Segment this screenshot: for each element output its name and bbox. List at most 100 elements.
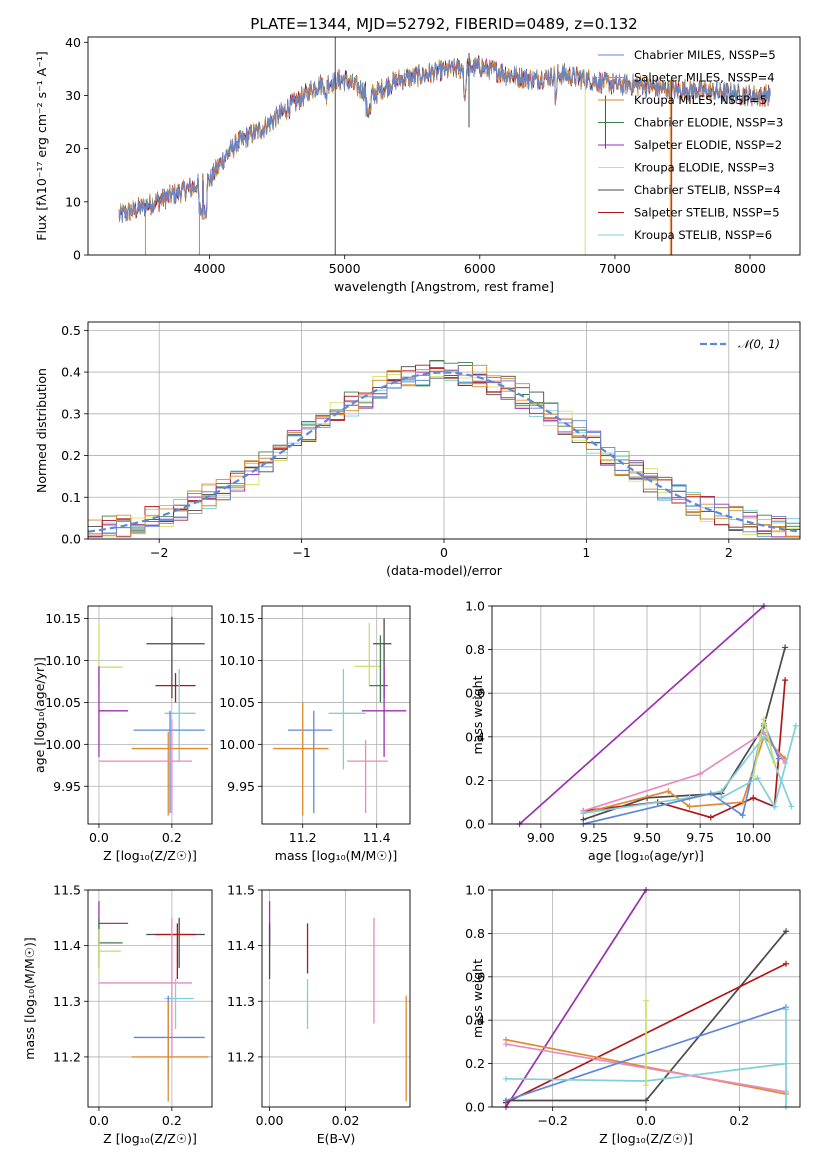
legend-entry: Salpeter STELIB, NSSP=5 (634, 206, 780, 220)
x-tick-label: 0.2 (162, 1113, 182, 1128)
x-tick-label: 0.0 (89, 1113, 109, 1128)
x-tick-label: 11.2 (289, 830, 317, 845)
y-tick-label: 0.6 (465, 969, 485, 984)
mass-vs-z-panel: 0.0 0.2 11.2 11.3 11.4 11.5 Z [log₁₀(Z/Z☉)] mas… (22, 883, 213, 1146)
y-tick-label: 10.10 (45, 653, 81, 668)
figure-title: PLATE=1344, MJD=52792, FIBERID=0489, z=0… (250, 15, 637, 33)
mass-weight-marker (718, 794, 725, 801)
axes-frame (491, 605, 801, 825)
mass-weight-marker (771, 759, 778, 766)
x-axis-label: E(B-V) (317, 1131, 356, 1146)
mass-weight-marker (707, 814, 714, 821)
mass-weight-marker (643, 1082, 649, 1089)
mass-weight-line (583, 735, 786, 814)
y-tick-label: 0.2 (465, 1056, 485, 1071)
y-tick-label: 0.5 (61, 323, 81, 338)
y-tick-label: 0.8 (465, 926, 485, 941)
x-tick-label: 0.2 (729, 1113, 749, 1128)
x-axis-label: (data-model)/error (386, 563, 503, 578)
y-tick-label: 10.05 (45, 695, 81, 710)
mass-vs-ebv-panel: 0.00 0.02 11.2 11.3 11.4 11.5 E(B-V) (227, 883, 411, 1146)
x-tick-label: 11.4 (363, 830, 391, 845)
y-tick-label: 40 (65, 35, 81, 50)
mass-weight-line (583, 647, 786, 821)
legend-entry: 𝒩(0, 1) (738, 337, 780, 351)
y-tick-label: 9.95 (227, 779, 255, 794)
y-tick-label: 0.1 (61, 490, 81, 505)
y-tick-label: 10.00 (219, 737, 255, 752)
y-tick-label: 0.2 (61, 448, 81, 463)
axes-frame (87, 605, 213, 825)
mass-weight-marker (739, 812, 746, 819)
mass-weight-line (720, 725, 797, 809)
y-tick-label: 0.2 (465, 773, 485, 788)
legend-entry: Kroupa ELODIE, NSSP=3 (634, 161, 775, 175)
x-axis-label: age [log₁₀(age/yr)] (588, 848, 704, 863)
legend-entry: Kroupa MILES, NSSP=5 (634, 93, 767, 107)
x-tick-label: 1 (582, 545, 590, 560)
x-tick-label: 9.25 (580, 830, 608, 845)
x-tick-label: 0.00 (256, 1113, 284, 1128)
y-axis-label: mass weight (470, 675, 485, 754)
legend-entry: Chabrier ELODIE, NSSP=3 (634, 116, 783, 130)
mass-weight-marker (782, 644, 789, 651)
y-axis-label: mass weight (470, 959, 485, 1038)
mass-weight-marker (686, 803, 693, 810)
x-tick-label: 0.0 (89, 830, 109, 845)
y-tick-label: 10.10 (219, 653, 255, 668)
mass-weight-marker (775, 755, 782, 762)
x-axis-label: mass [log₁₀(M/M☉)] (275, 848, 397, 863)
mass-weight-marker (643, 1097, 649, 1104)
x-tick-label: 9.75 (686, 830, 714, 845)
x-axis-label: Z [log₁₀(Z/Z☉)] (103, 1131, 197, 1146)
y-tick-label: 11.2 (53, 1049, 81, 1064)
y-tick-label: 10.05 (219, 695, 255, 710)
axes-frame (87, 36, 801, 256)
mass-weight-marker (739, 799, 746, 806)
x-tick-label: −1 (292, 545, 310, 560)
x-tick-label: 0 (440, 545, 448, 560)
age-vs-z-panel: 0.0 0.2 9.95 10.00 10.05 10.10 10.15 Z [log₁₀(Z… (32, 605, 213, 863)
y-tick-label: 11.5 (227, 883, 255, 898)
mass-weight-marker (750, 773, 757, 780)
age-vs-mass-panel: 11.2 11.4 9.95 10.00 10.05 10.10 10.15 mass [lo… (219, 605, 411, 863)
mass-weight-marker (697, 770, 704, 777)
mass-weight-marker (760, 716, 767, 723)
x-axis-label: Z [log₁₀(Z/Z☉)] (103, 848, 197, 863)
y-tick-label: 0.0 (465, 1100, 485, 1115)
mass-weight-marker (503, 1041, 509, 1048)
axes-frame (87, 321, 801, 540)
x-tick-label: −2 (150, 545, 168, 560)
x-tick-label: 0.02 (332, 1113, 360, 1128)
legend-entry: Chabrier MILES, NSSP=5 (634, 48, 776, 62)
x-tick-label: 2 (725, 545, 733, 560)
mass-weight-marker (783, 928, 789, 935)
y-tick-label: 11.3 (53, 994, 81, 1009)
x-tick-label: 7000 (599, 261, 631, 276)
x-tick-label: 5000 (329, 261, 361, 276)
y-axis-label: age [log₁₀(age/yr)] (32, 657, 47, 773)
spectrum-series-line (118, 57, 771, 224)
y-axis-label: mass [log₁₀(M/M☉)] (22, 937, 37, 1059)
y-tick-label: 0.4 (465, 1013, 485, 1028)
mass-weight-marker (707, 790, 714, 797)
x-tick-label: 9.00 (527, 830, 555, 845)
y-tick-label: 0.8 (465, 642, 485, 657)
histogram-panel: −2 −1 0 1 2 0.0 0.1 0.2 0.3 0.4 0.5 (data-model)/er… (34, 321, 801, 578)
mass-weight-marker (754, 775, 761, 782)
y-axis-label: Normed distribution (34, 368, 49, 493)
y-axis-label: Flux [fλ10⁻¹⁷ erg cm⁻² s⁻¹ A⁻¹] (34, 51, 49, 240)
mass-weight-marker (750, 794, 757, 801)
histogram-series-step (88, 369, 800, 537)
y-tick-label: 20 (65, 141, 81, 156)
mass-weight-marker (783, 960, 789, 967)
mass-weight-marker (503, 1097, 509, 1104)
y-tick-label: 11.3 (227, 994, 255, 1009)
x-axis-label: wavelength [Angstrom, rest frame] (334, 279, 554, 294)
x-tick-label: 9.50 (633, 830, 661, 845)
y-tick-label: 1.0 (465, 883, 485, 898)
mass-weight-marker (771, 803, 778, 810)
x-tick-label: 6000 (464, 261, 496, 276)
mass-weight-marker (503, 1075, 509, 1082)
